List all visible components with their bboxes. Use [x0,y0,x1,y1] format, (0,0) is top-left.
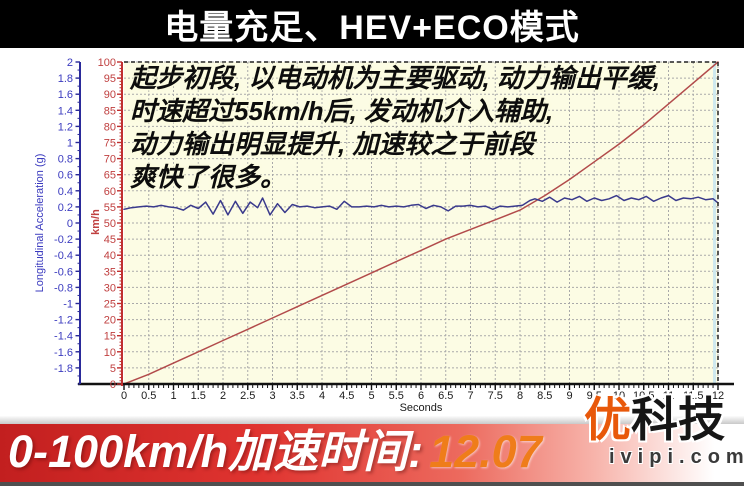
x-axis-tick-label: 10.5 [633,390,654,402]
x-axis-tick-label: 4.5 [339,390,354,402]
speed-axis-tick-label: 90 [104,89,116,101]
x-axis-tick-label: 9 [566,390,572,402]
annotation-line: 时速超过55km/h后, 发动机介入辅助, [130,96,554,126]
accel-axis-tick-label: -0.6 [54,266,73,278]
x-axis-tick-label: 7 [467,390,473,402]
result-text: 0-100km/h加速时间: 12.07 [8,424,542,482]
speed-axis-tick-label: 85 [104,105,116,117]
x-axis-tick-label: 9.5 [587,390,602,402]
accel-axis-tick-label: -1.8 [54,363,73,375]
x-axis-tick-label: 4 [319,390,325,402]
speed-axis-tick-label: 45 [104,234,116,246]
speed-axis-tick-label: 100 [98,57,116,69]
x-axis-tick-label: 5.5 [389,390,404,402]
accel-axis-tick-label: -1 [63,299,73,311]
watermark-brand-black: 科技 [631,393,725,446]
speed-axis-tick-label: 80 [104,121,116,133]
annotation-line: 爽快了很多。 [130,162,287,192]
x-axis-tick-label: 8 [517,390,523,402]
x-axis-tick-label: 0.5 [141,390,156,402]
annotation-line: 动力输出明显提升, 加速较之于前段 [130,129,535,159]
x-axis-tick-label: 11.5 [683,390,704,402]
result-banner: 0-100km/h加速时间: 12.07 [0,424,744,482]
accel-axis-tick-label: 1 [67,138,73,150]
speed-axis-tick-label: 10 [104,347,116,359]
watermark-brand-orange: 优 [584,393,631,446]
speed-axis-title: km/h [90,209,102,235]
x-axis-tick-label: 2.5 [240,390,255,402]
chart-annotation: 起步初段, 以电动机为主要驱动, 动力输出平缓, 时速超过55km/h后, 发动… [130,62,690,194]
speed-axis-tick-label: 20 [104,315,116,327]
accel-axis-tick-label: -0.8 [54,282,73,294]
x-axis-tick-label: 7.5 [488,390,503,402]
speed-series-line [123,61,719,385]
watermark-site: ivipi.com [609,446,744,468]
speed-axis-tick-label: 50 [104,218,116,230]
x-axis-title: Seconds [399,402,443,414]
result-label: 0-100km/h加速时间: [8,426,424,477]
accel-axis-tick-label: -0.4 [54,250,73,262]
speed-axis-tick-label: 5 [110,363,116,375]
x-axis-tick-label: 3 [269,390,275,402]
watermark-brand: 优科技 [584,396,725,443]
bottom-edge-strip [0,482,744,486]
accel-axis-tick-label: 0 [67,218,73,230]
accel-axis-tick-label: 1.4 [58,105,73,117]
x-axis-tick-label: 1 [170,390,176,402]
speed-axis-tick-label: 25 [104,299,116,311]
x-axis-tick-label: 1.5 [191,390,206,402]
top-banner: 电量充足、HEV+ECO模式 [0,0,744,48]
x-axis-tick-label: 10 [613,390,625,402]
accel-axis-tick-label: -1.6 [54,347,73,359]
accel-axis-tick-label: -0.2 [54,234,73,246]
acceleration-chart: 0 0.5 1 1.5 2 2.5 3 3.5 4 4.5 5 5.5 6 6.5 7 7.5 8 8.5 9 9.5… [54,57,734,402]
speed-axis-tick-label: 95 [104,73,116,85]
annotation-line: 起步初段, 以电动机为主要驱动, 动力输出平缓, [130,63,661,93]
accel-axis-tick-label: 0.2 [58,202,73,214]
mode-title: 电量充足、HEV+ECO模式 [164,8,580,47]
speed-axis-tick-label: 40 [104,250,116,262]
x-axis-tick-label: 5 [368,390,374,402]
speed-axis-tick-label: 15 [104,331,116,343]
accel-axis-tick-label: 0.4 [58,186,73,198]
accel-axis-tick-label: 1.8 [58,73,73,85]
speed-axis-tick-label: 30 [104,282,116,294]
accel-axis-tick-label: 0.8 [58,154,73,166]
accel-axis-tick-label: -1.4 [54,331,73,343]
speed-axis-tick-label: 55 [104,202,116,214]
x-axis-tick-label: 11 [663,390,674,402]
speed-axis-tick-label: 65 [104,170,116,182]
x-axis-tick-label: 12 [712,390,724,402]
accel-axis-tick-label: 0.6 [58,170,73,182]
x-axis-tick-label: 6.5 [438,390,453,402]
accel-axis-tick-label: -1.2 [54,315,73,327]
accel-axis-tick-label: 1.2 [58,121,73,133]
accel-axis-title: Longitudinal Acceleration (g) [34,153,46,293]
speed-axis-tick-label: 75 [104,138,116,150]
accel-axis-tick-label: 2 [67,57,73,69]
x-axis-tick-label: 0 [121,390,127,402]
x-axis-tick-label: 8.5 [537,390,552,402]
speed-axis-tick-label: 35 [104,266,116,278]
x-axis-tick-label: 3.5 [290,390,305,402]
accel-axis-tick-label: 1.6 [58,89,73,101]
accel-series-line [123,194,719,216]
speed-axis-tick-label: 70 [104,154,116,166]
speed-axis-tick-label: 0 [110,379,116,391]
result-value: 12.07 [429,426,542,477]
speed-axis-tick-label: 60 [104,186,116,198]
x-axis-tick-label: 2 [220,390,226,402]
x-axis-tick-label: 6 [418,390,424,402]
